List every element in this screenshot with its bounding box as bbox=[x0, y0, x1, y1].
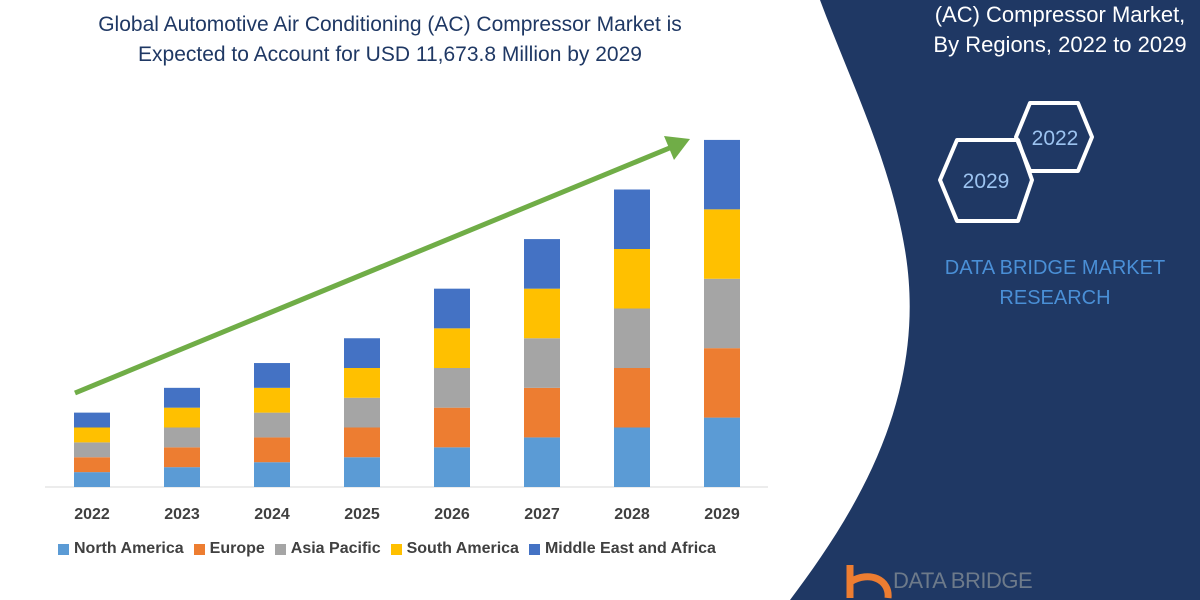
logo-text: DATA BRIDGE bbox=[893, 568, 1033, 593]
bar-segment-2024-middle-east-and-africa bbox=[254, 363, 290, 388]
bar-segment-2025-asia-pacific bbox=[344, 397, 380, 428]
bar-segment-2027-europe bbox=[524, 387, 560, 438]
bar-segment-2029-asia-pacific bbox=[704, 278, 740, 349]
bar-segment-2022-north-america bbox=[74, 472, 110, 487]
bar-segment-2026-north-america bbox=[434, 447, 470, 487]
legend-label: Europe bbox=[209, 540, 265, 557]
side-title-line-1: (AC) Compressor Market, bbox=[934, 2, 1186, 27]
bar-segment-2025-north-america bbox=[344, 457, 380, 487]
bar-segment-2023-europe bbox=[164, 447, 200, 468]
trend-arrow-head bbox=[664, 136, 690, 160]
legend-swatch bbox=[58, 543, 69, 555]
hex-label-2022: 2022 bbox=[1032, 127, 1079, 150]
side-title: (AC) Compressor Market, By Regions, 2022… bbox=[900, 0, 1200, 60]
bar-segment-2022-middle-east-and-africa bbox=[74, 412, 110, 428]
bar-segment-2028-middle-east-and-africa bbox=[614, 189, 650, 249]
legend-item: South America bbox=[390, 540, 519, 558]
bar-segment-2026-middle-east-and-africa bbox=[434, 288, 470, 329]
legend-swatch bbox=[528, 543, 540, 555]
bar-segment-2024-south-america bbox=[254, 387, 290, 413]
brand-line-1: DATA BRIDGE MARKET bbox=[944, 257, 1166, 279]
bar-segment-2028-north-america bbox=[614, 427, 650, 487]
legend-item: Europe bbox=[193, 540, 265, 558]
bar-segment-2025-europe bbox=[344, 427, 380, 458]
bar-segment-2023-middle-east-and-africa bbox=[164, 387, 200, 408]
legend-swatch bbox=[390, 543, 402, 555]
hex-label-2029: 2029 bbox=[963, 170, 1010, 193]
legend-label: North America bbox=[74, 540, 184, 557]
bar-segment-2022-south-america bbox=[74, 427, 110, 443]
x-tick-label: 2029 bbox=[704, 506, 740, 523]
bar-segment-2029-europe bbox=[704, 348, 740, 418]
bar-segment-2026-asia-pacific bbox=[434, 368, 470, 408]
stacked-bar-chart: 2022 2023 2024 2025 2026 2027 2028 2029 bbox=[45, 136, 768, 523]
side-panel bbox=[790, 0, 1200, 600]
bar-segment-2025-south-america bbox=[344, 368, 380, 398]
bar-segment-2023-asia-pacific bbox=[164, 427, 200, 448]
bar-segment-2026-south-america bbox=[434, 328, 470, 368]
x-tick-label: 2026 bbox=[434, 506, 470, 523]
legend: North America Europe Asia Pacific South Ame… bbox=[58, 540, 716, 558]
brand-text: DATA BRIDGE MARKET RESEARCH bbox=[920, 253, 1190, 313]
legend-item: Asia Pacific bbox=[274, 540, 381, 558]
x-tick-label: 2025 bbox=[344, 506, 380, 523]
bar-segment-2024-europe bbox=[254, 437, 290, 463]
bar-segment-2024-asia-pacific bbox=[254, 412, 290, 438]
legend-item: Middle East and Africa bbox=[528, 540, 716, 558]
chart-title: Global Automotive Air Conditioning (AC) … bbox=[40, 10, 740, 70]
x-tick-label: 2023 bbox=[164, 506, 200, 523]
title-line-2: Expected to Account for USD 11,673.8 Mil… bbox=[138, 43, 642, 66]
x-tick-label: 2028 bbox=[614, 506, 650, 523]
bar-segment-2028-europe bbox=[614, 368, 650, 428]
bar-segment-2027-south-america bbox=[524, 288, 560, 339]
legend-item: North America bbox=[58, 540, 184, 558]
bar-segment-2027-north-america bbox=[524, 437, 560, 487]
x-tick-label: 2022 bbox=[74, 506, 110, 523]
legend-swatch bbox=[193, 543, 205, 555]
trend-arrow bbox=[74, 144, 673, 396]
hexagon-2022 bbox=[1014, 101, 1094, 173]
bar-segment-2022-europe bbox=[74, 457, 110, 473]
legend-label: Asia Pacific bbox=[290, 540, 381, 557]
title-line-1: Global Automotive Air Conditioning (AC) … bbox=[98, 13, 682, 36]
bar-segment-2026-europe bbox=[434, 407, 470, 448]
bar-segment-2029-middle-east-and-africa bbox=[704, 139, 740, 210]
legend-swatch bbox=[274, 543, 286, 555]
hexagon-2029 bbox=[938, 138, 1034, 223]
bar-segment-2028-south-america bbox=[614, 249, 650, 309]
logo-icon bbox=[846, 565, 892, 599]
side-title-line-2: By Regions, 2022 to 2029 bbox=[933, 32, 1187, 57]
x-tick-label: 2024 bbox=[254, 506, 290, 523]
bar-segment-2028-asia-pacific bbox=[614, 308, 650, 368]
legend-label: Middle East and Africa bbox=[544, 540, 716, 557]
bar-segment-2029-south-america bbox=[704, 209, 740, 279]
bar-segment-2029-north-america bbox=[704, 417, 740, 487]
brand-line-2: RESEARCH bbox=[999, 287, 1111, 309]
legend-label: South America bbox=[406, 540, 519, 557]
bar-segment-2025-middle-east-and-africa bbox=[344, 338, 380, 368]
bar-segment-2027-asia-pacific bbox=[524, 338, 560, 388]
bar-segment-2023-north-america bbox=[164, 467, 200, 487]
bar-segment-2023-south-america bbox=[164, 407, 200, 428]
x-tick-label: 2027 bbox=[524, 506, 560, 523]
bar-segment-2024-north-america bbox=[254, 462, 290, 487]
bar-segment-2027-middle-east-and-africa bbox=[524, 239, 560, 289]
bar-segment-2022-asia-pacific bbox=[74, 442, 110, 458]
